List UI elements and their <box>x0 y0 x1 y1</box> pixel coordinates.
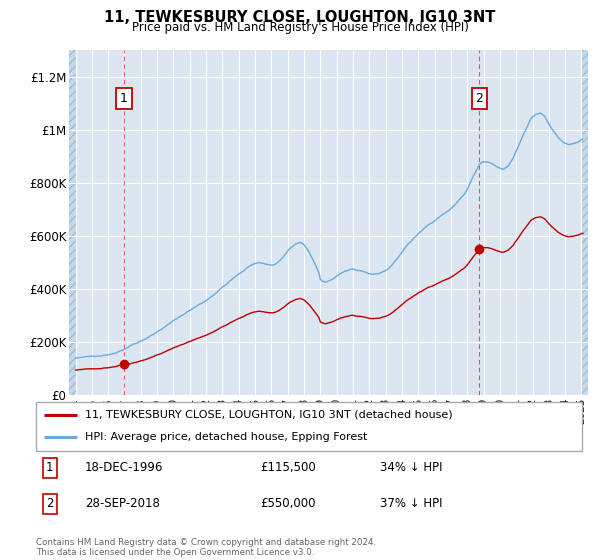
Text: 1: 1 <box>46 461 53 474</box>
Text: £550,000: £550,000 <box>260 497 316 510</box>
Text: 2: 2 <box>46 497 53 510</box>
Text: 11, TEWKESBURY CLOSE, LOUGHTON, IG10 3NT (detached house): 11, TEWKESBURY CLOSE, LOUGHTON, IG10 3NT… <box>85 410 453 420</box>
Bar <box>69 50 76 395</box>
Text: Contains HM Land Registry data © Crown copyright and database right 2024.
This d: Contains HM Land Registry data © Crown c… <box>36 538 376 557</box>
Text: 37% ↓ HPI: 37% ↓ HPI <box>380 497 442 510</box>
FancyBboxPatch shape <box>36 402 582 451</box>
Text: 34% ↓ HPI: 34% ↓ HPI <box>380 461 442 474</box>
Text: 1: 1 <box>120 92 128 105</box>
Bar <box>581 50 588 395</box>
Text: 2: 2 <box>476 92 484 105</box>
Text: 11, TEWKESBURY CLOSE, LOUGHTON, IG10 3NT: 11, TEWKESBURY CLOSE, LOUGHTON, IG10 3NT <box>104 10 496 25</box>
Text: 28-SEP-2018: 28-SEP-2018 <box>85 497 160 510</box>
Text: Price paid vs. HM Land Registry's House Price Index (HPI): Price paid vs. HM Land Registry's House … <box>131 21 469 34</box>
Text: HPI: Average price, detached house, Epping Forest: HPI: Average price, detached house, Eppi… <box>85 432 368 442</box>
Text: 18-DEC-1996: 18-DEC-1996 <box>85 461 164 474</box>
Text: £115,500: £115,500 <box>260 461 316 474</box>
